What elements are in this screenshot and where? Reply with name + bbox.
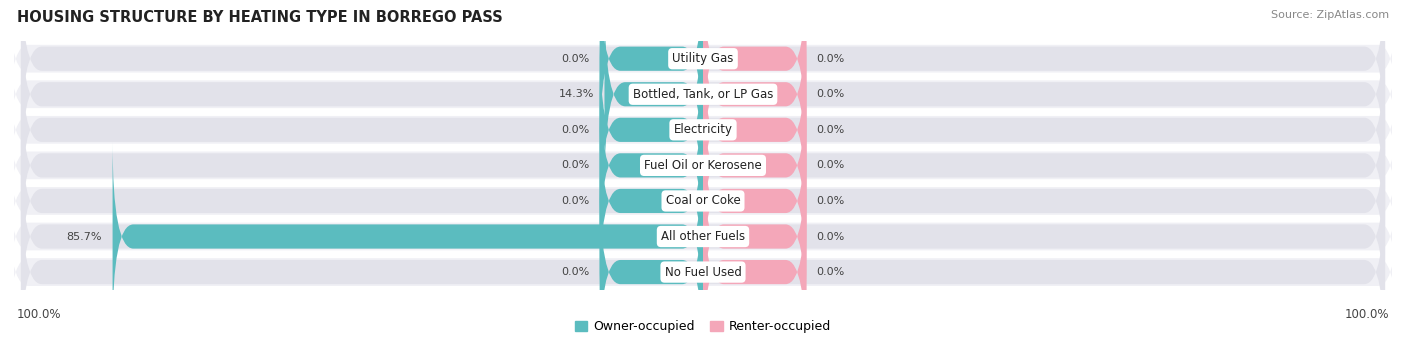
Text: Utility Gas: Utility Gas: [672, 52, 734, 65]
FancyBboxPatch shape: [7, 108, 1399, 294]
Text: Fuel Oil or Kerosene: Fuel Oil or Kerosene: [644, 159, 762, 172]
FancyBboxPatch shape: [21, 106, 1385, 296]
FancyBboxPatch shape: [7, 0, 1399, 151]
FancyBboxPatch shape: [605, 0, 703, 189]
Text: 85.7%: 85.7%: [66, 232, 103, 241]
FancyBboxPatch shape: [7, 1, 1399, 187]
FancyBboxPatch shape: [703, 35, 807, 224]
Text: 0.0%: 0.0%: [817, 54, 845, 64]
FancyBboxPatch shape: [7, 73, 1399, 258]
Text: 0.0%: 0.0%: [561, 54, 589, 64]
FancyBboxPatch shape: [703, 0, 807, 153]
Text: 100.0%: 100.0%: [17, 308, 62, 321]
Text: Source: ZipAtlas.com: Source: ZipAtlas.com: [1271, 10, 1389, 20]
Text: Electricity: Electricity: [673, 123, 733, 136]
FancyBboxPatch shape: [7, 179, 1399, 341]
FancyBboxPatch shape: [703, 106, 807, 296]
FancyBboxPatch shape: [7, 37, 1399, 223]
Text: 0.0%: 0.0%: [817, 267, 845, 277]
FancyBboxPatch shape: [703, 71, 807, 260]
Legend: Owner-occupied, Renter-occupied: Owner-occupied, Renter-occupied: [569, 315, 837, 338]
Text: 0.0%: 0.0%: [561, 125, 589, 135]
Text: Bottled, Tank, or LP Gas: Bottled, Tank, or LP Gas: [633, 88, 773, 101]
FancyBboxPatch shape: [703, 177, 807, 341]
FancyBboxPatch shape: [21, 0, 1385, 189]
Text: HOUSING STRUCTURE BY HEATING TYPE IN BORREGO PASS: HOUSING STRUCTURE BY HEATING TYPE IN BOR…: [17, 10, 502, 25]
FancyBboxPatch shape: [21, 71, 1385, 260]
Text: 0.0%: 0.0%: [561, 160, 589, 170]
FancyBboxPatch shape: [599, 35, 703, 224]
Text: 14.3%: 14.3%: [558, 89, 595, 99]
FancyBboxPatch shape: [599, 177, 703, 341]
FancyBboxPatch shape: [21, 0, 1385, 153]
Text: 0.0%: 0.0%: [561, 267, 589, 277]
Text: 0.0%: 0.0%: [817, 232, 845, 241]
FancyBboxPatch shape: [599, 106, 703, 296]
FancyBboxPatch shape: [21, 35, 1385, 224]
FancyBboxPatch shape: [703, 0, 807, 189]
FancyBboxPatch shape: [112, 142, 703, 331]
Text: Coal or Coke: Coal or Coke: [665, 194, 741, 207]
Text: 0.0%: 0.0%: [817, 125, 845, 135]
FancyBboxPatch shape: [703, 142, 807, 331]
Text: 100.0%: 100.0%: [1344, 308, 1389, 321]
Text: 0.0%: 0.0%: [817, 89, 845, 99]
Text: No Fuel Used: No Fuel Used: [665, 266, 741, 279]
Text: 0.0%: 0.0%: [817, 196, 845, 206]
Text: 0.0%: 0.0%: [561, 196, 589, 206]
FancyBboxPatch shape: [599, 71, 703, 260]
Text: 0.0%: 0.0%: [817, 160, 845, 170]
FancyBboxPatch shape: [21, 142, 1385, 331]
FancyBboxPatch shape: [599, 0, 703, 153]
FancyBboxPatch shape: [21, 177, 1385, 341]
FancyBboxPatch shape: [7, 144, 1399, 329]
Text: All other Fuels: All other Fuels: [661, 230, 745, 243]
